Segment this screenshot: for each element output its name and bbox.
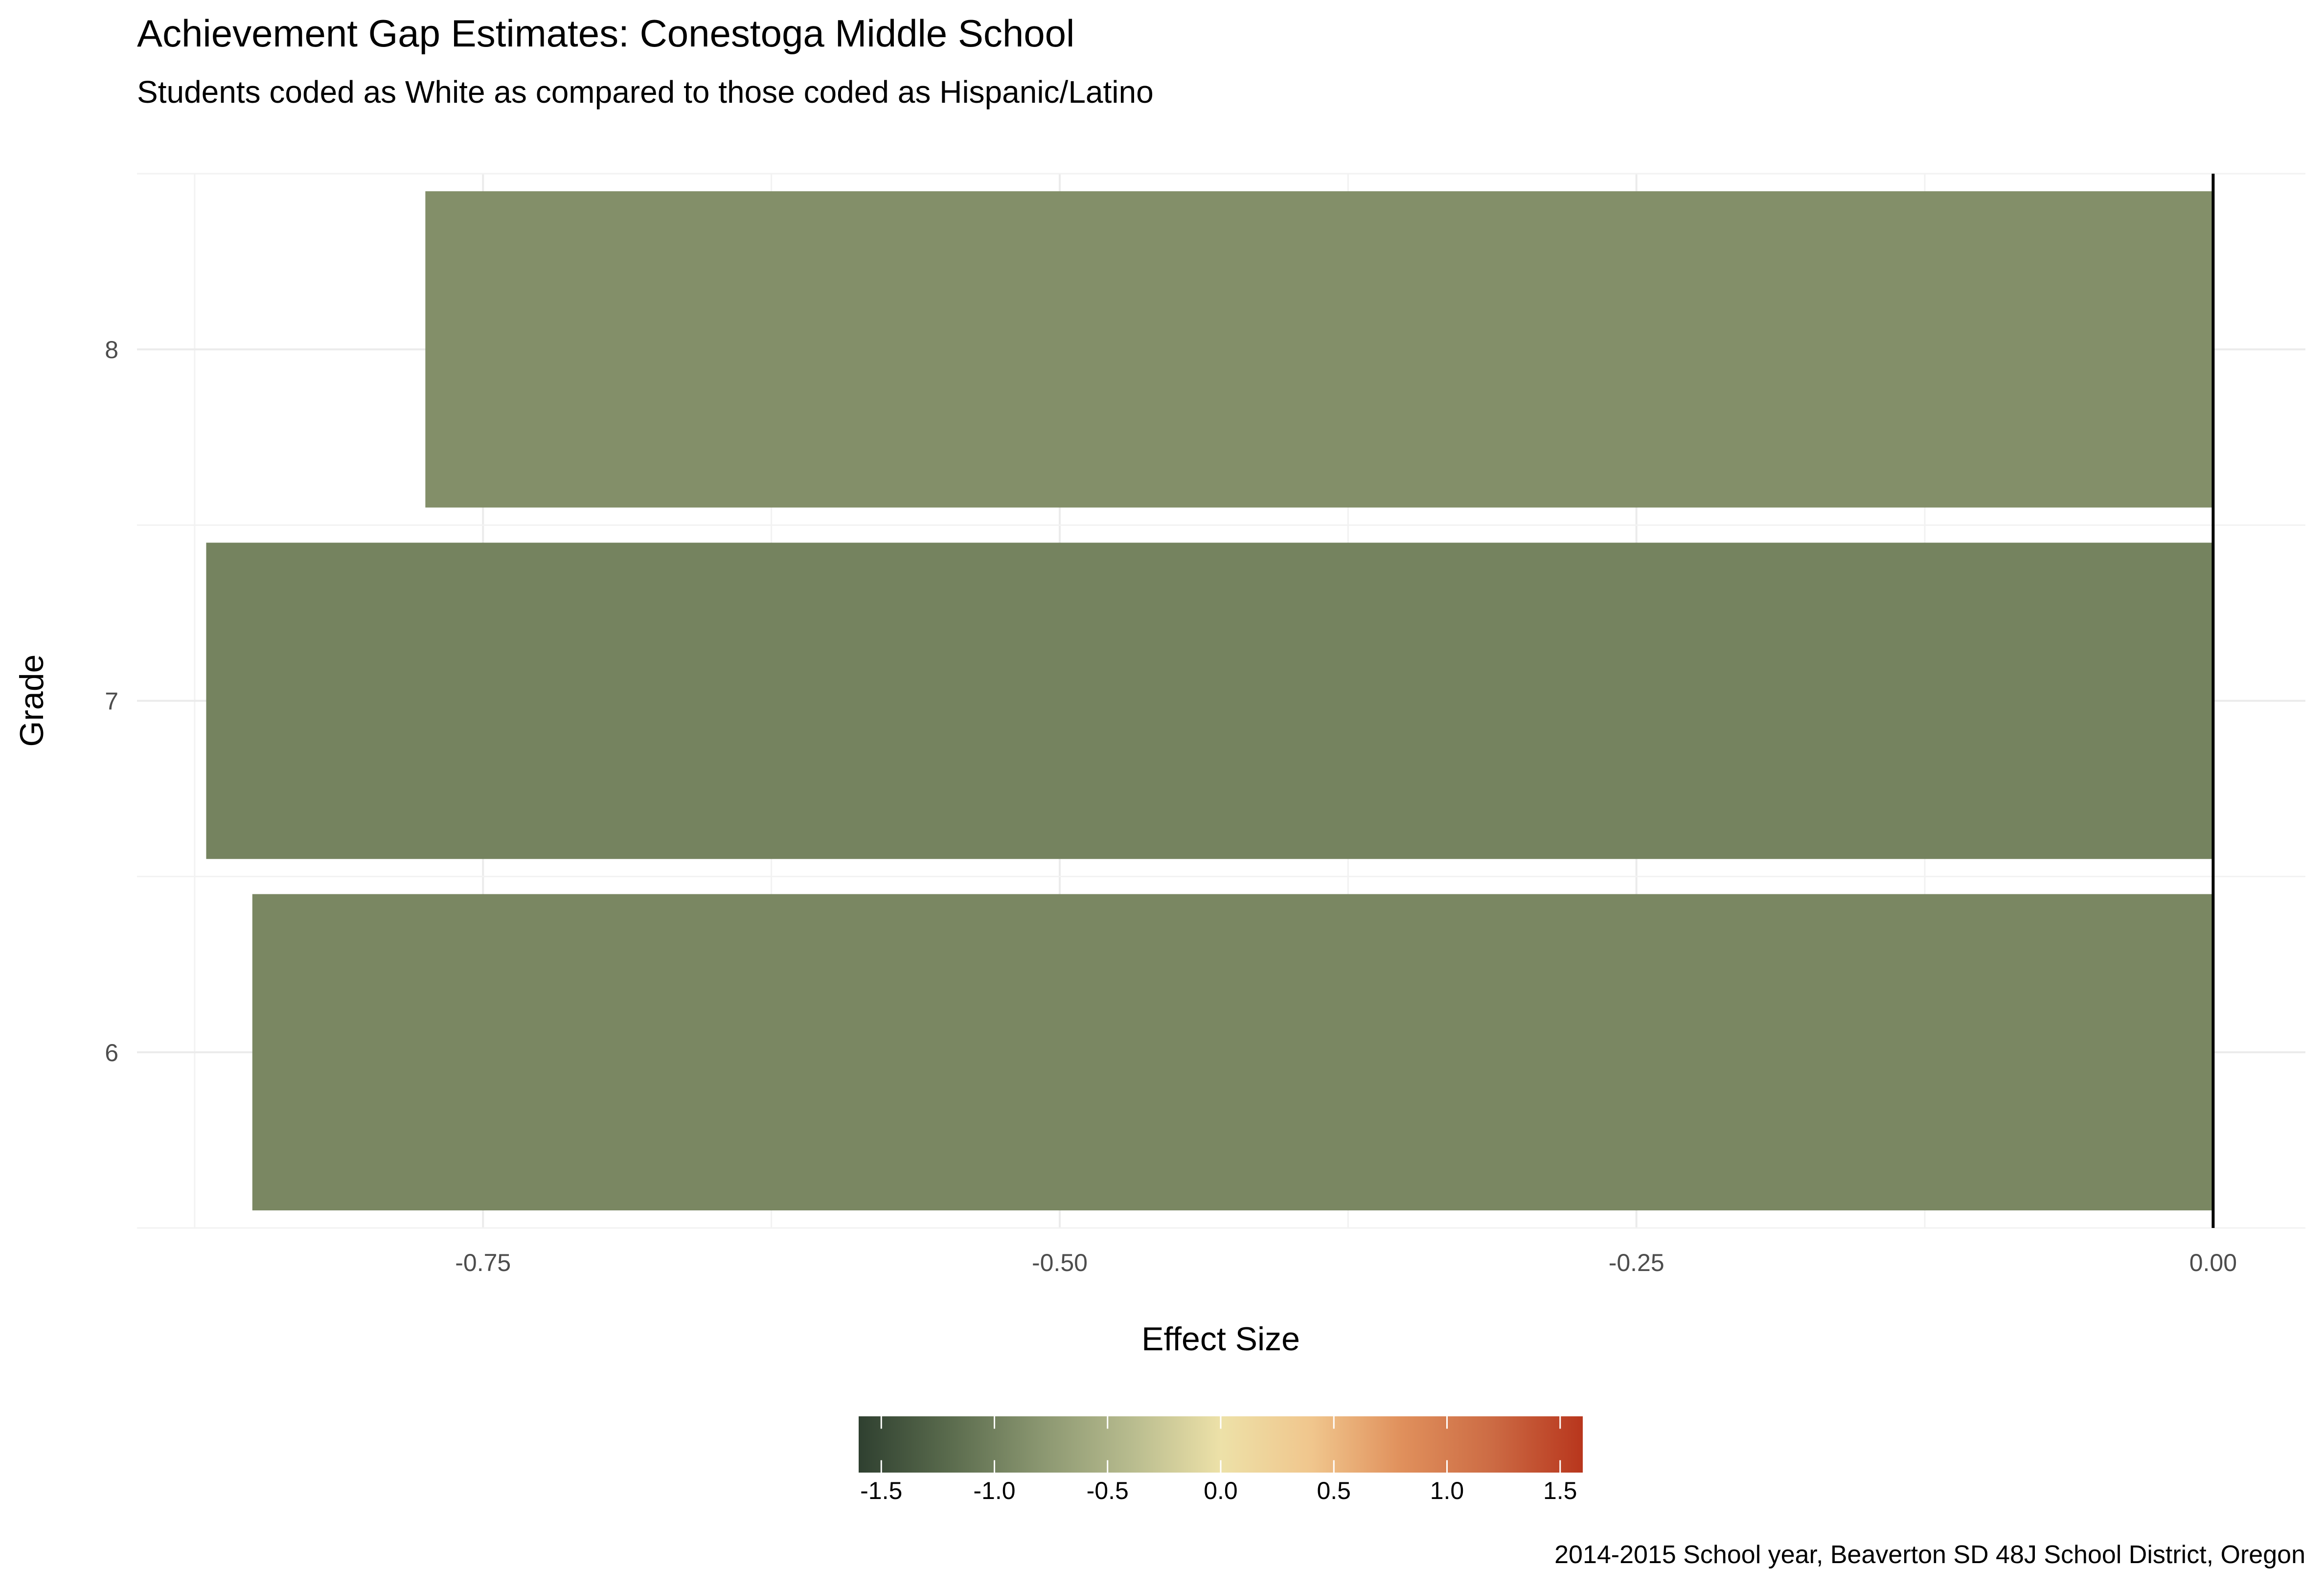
y-tick-label: 7: [105, 688, 118, 715]
x-tick-label: -0.50: [1032, 1249, 1088, 1276]
bar-grade-8: [425, 191, 2213, 508]
y-tick-label: 6: [105, 1039, 118, 1067]
x-tick-label: -0.25: [1609, 1249, 1664, 1276]
y-tick-label: 8: [105, 336, 118, 363]
x-tick-label: -0.75: [455, 1249, 511, 1276]
colorbar-tick-label: 1.5: [1543, 1477, 1577, 1504]
caption: 2014-2015 School year, Beaverton SD 48J …: [1554, 1541, 2305, 1569]
y-axis-title: Grade: [13, 655, 50, 747]
colorbar-tick-label: -0.5: [1087, 1477, 1129, 1504]
colorbar-tick-label: 0.0: [1204, 1477, 1238, 1504]
y-tick-labels: 6 7 8: [105, 336, 118, 1067]
colorbar-legend: -1.5 -1.0 -0.5 0.0 0.5 1.0 1.5: [859, 1416, 1583, 1504]
colorbar-tick-label: 0.5: [1317, 1477, 1351, 1504]
colorbar-tick-label: -1.5: [860, 1477, 902, 1504]
chart-subtitle: Students coded as White as compared to t…: [137, 74, 1154, 110]
colorbar-tick-label: 1.0: [1430, 1477, 1464, 1504]
chart-title: Achievement Gap Estimates: Conestoga Mid…: [137, 12, 1074, 55]
bars: [206, 191, 2213, 1211]
bar-grade-7: [206, 543, 2213, 859]
x-axis-title: Effect Size: [1141, 1320, 1300, 1358]
x-tick-label: 0.00: [2189, 1249, 2237, 1276]
bar-grade-6: [252, 894, 2213, 1211]
x-tick-labels: -0.75 -0.50 -0.25 0.00: [455, 1249, 2237, 1276]
colorbar-tick-label: -1.0: [973, 1477, 1015, 1504]
